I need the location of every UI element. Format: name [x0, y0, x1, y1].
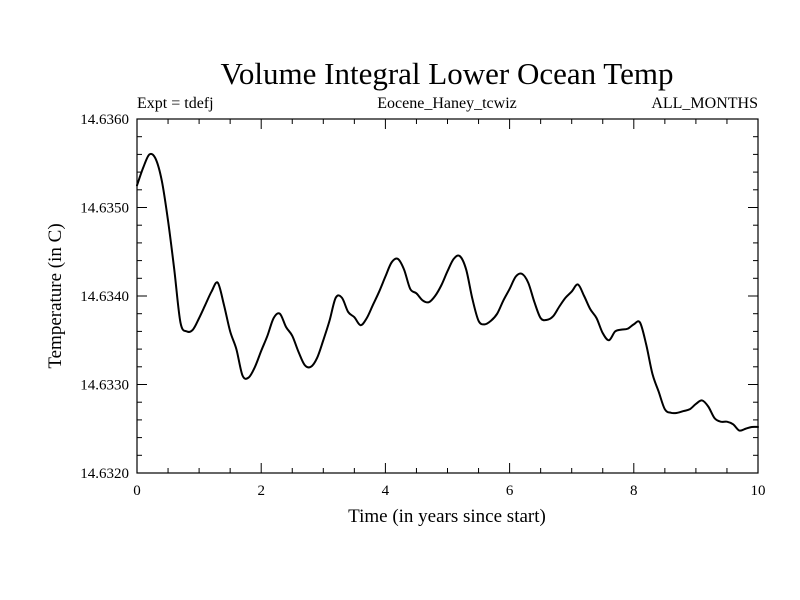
y-tick-label: 14.6350 — [80, 201, 129, 217]
x-tick-label: 4 — [382, 483, 390, 499]
y-tick-label: 14.6340 — [80, 289, 129, 305]
y-axis-label: Temperature (in C) — [45, 223, 66, 368]
x-tick-label: 6 — [506, 483, 514, 499]
y-axis-ticks — [137, 118, 758, 474]
y-axis-tick-labels: 14.6320 14.6330 14.6340 14.6350 14.6360 — [80, 112, 129, 482]
x-tick-label: 10 — [751, 483, 766, 499]
y-tick-label: 14.6360 — [80, 112, 129, 128]
y-tick-label: 14.6330 — [80, 378, 129, 394]
subtitle-experiment: Expt = tdefj — [137, 95, 214, 112]
x-tick-label: 2 — [257, 483, 265, 499]
y-tick-label: 14.6320 — [80, 466, 129, 482]
x-axis-label: Time (in years since start) — [348, 506, 546, 527]
subtitle-run-name: Eocene_Haney_tcwiz — [377, 95, 516, 112]
x-tick-label: 8 — [630, 483, 638, 499]
x-axis-ticks — [136, 119, 759, 473]
x-axis-tick-labels: 0 2 4 6 8 10 — [133, 483, 765, 499]
subtitle-months: ALL_MONTHS — [651, 95, 758, 112]
chart-title: Volume Integral Lower Ocean Temp — [221, 56, 674, 91]
plot-frame — [136, 118, 759, 474]
temperature-series-line — [136, 152, 759, 432]
x-tick-label: 0 — [133, 483, 141, 499]
